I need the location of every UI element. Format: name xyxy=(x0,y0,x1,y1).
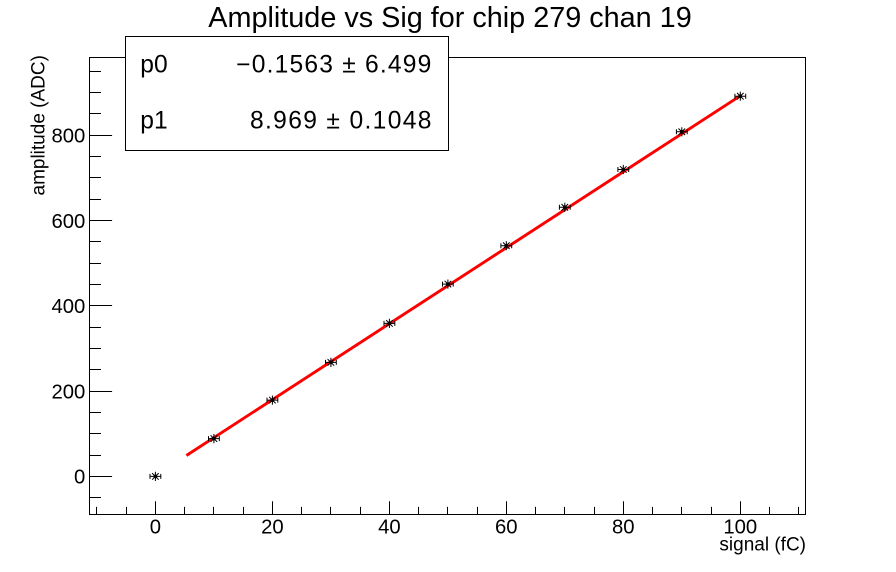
svg-text:600: 600 xyxy=(51,211,85,233)
svg-text:60: 60 xyxy=(495,516,518,538)
svg-text:0: 0 xyxy=(74,467,85,489)
svg-text:200: 200 xyxy=(51,381,85,403)
svg-text:signal (fC): signal (fC) xyxy=(719,534,806,555)
svg-text:20: 20 xyxy=(261,516,284,538)
svg-text:Amplitude vs Sig for chip 279: Amplitude vs Sig for chip 279 chan 19 xyxy=(208,2,691,34)
svg-text:p0: p0 xyxy=(140,52,167,79)
svg-text:−0.1563 ± 6.499: −0.1563 ± 6.499 xyxy=(236,52,432,79)
svg-text:800: 800 xyxy=(51,126,85,148)
svg-text:p1: p1 xyxy=(140,107,167,134)
svg-text:80: 80 xyxy=(612,516,635,538)
svg-text:8.969 ± 0.1048: 8.969 ± 0.1048 xyxy=(250,107,433,134)
svg-text:100: 100 xyxy=(723,516,757,538)
svg-text:amplitude (ADC): amplitude (ADC) xyxy=(29,55,50,195)
svg-text:0: 0 xyxy=(150,516,161,538)
svg-text:40: 40 xyxy=(378,516,401,538)
svg-text:400: 400 xyxy=(51,296,85,318)
